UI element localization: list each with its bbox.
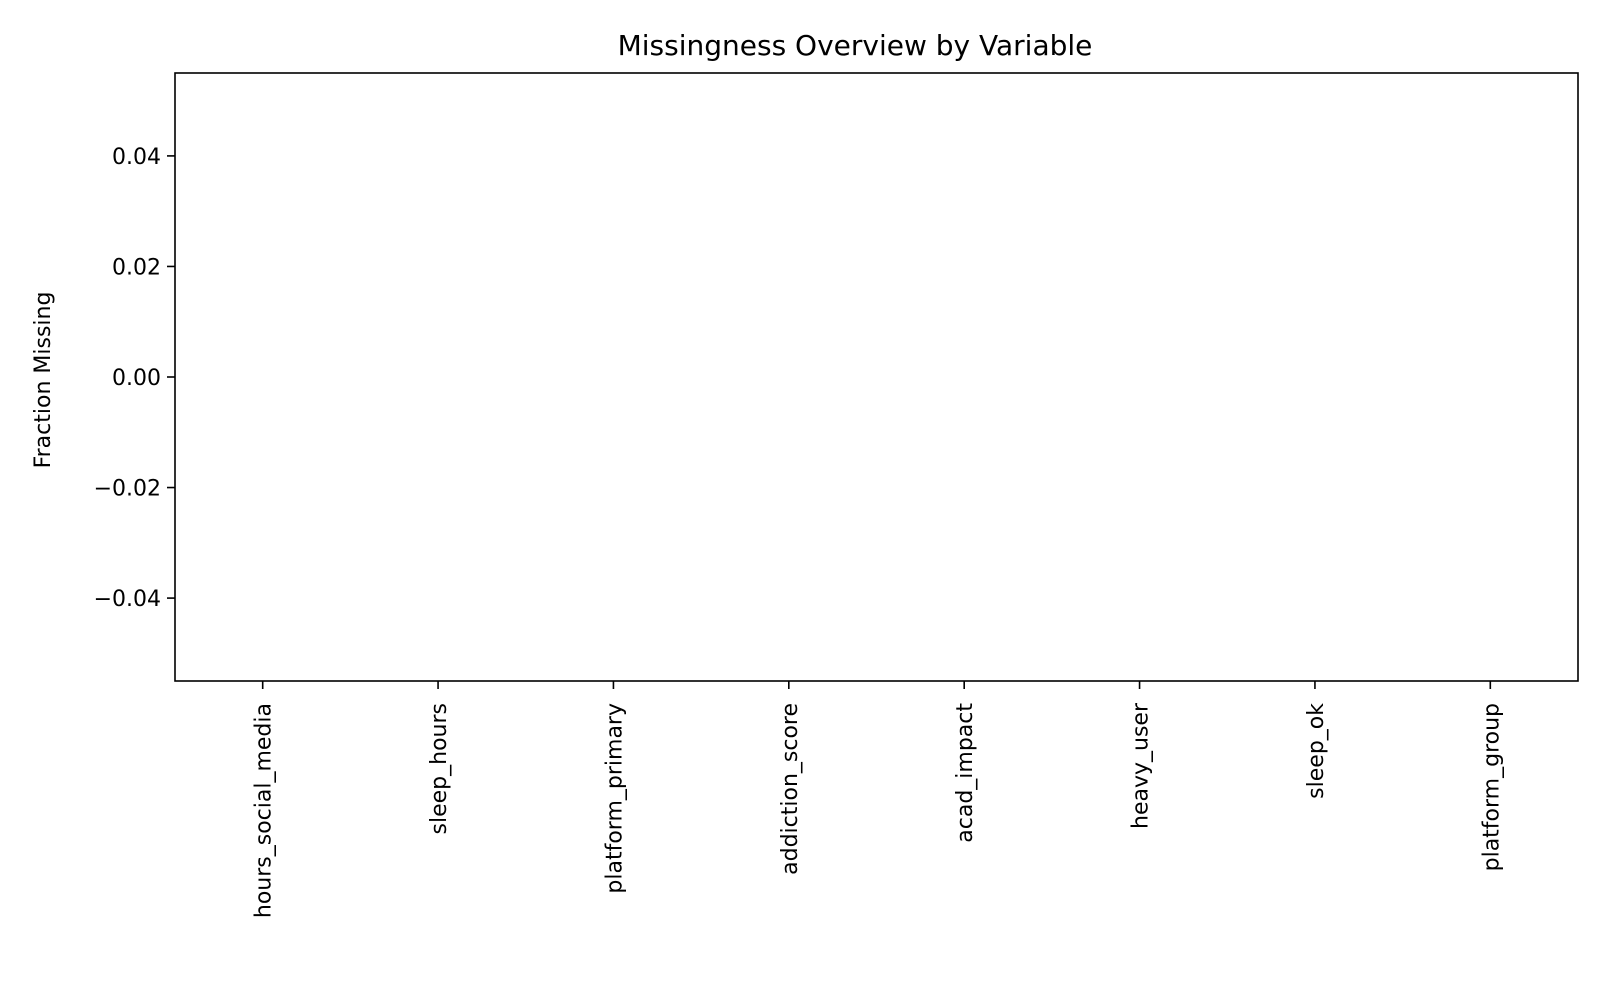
x-tick-label: sleep_ok: [1304, 703, 1329, 799]
y-tick-label: 0.00: [112, 366, 161, 391]
y-tick-label: 0.04: [112, 145, 161, 170]
x-tick-label: platform_group: [1479, 703, 1504, 871]
y-tick-label: −0.02: [94, 477, 161, 502]
x-tick-label: heavy_user: [1129, 702, 1154, 829]
x-axis: hours_social_media sleep_hours platform_pr…: [252, 681, 1504, 918]
y-tick-label: −0.04: [94, 587, 161, 612]
x-tick-label: platform_primary: [602, 703, 627, 894]
y-axis: −0.04 −0.02 0.00 0.02 0.04: [94, 145, 175, 612]
x-tick-label: acad_impact: [953, 703, 978, 843]
y-axis-title: Fraction Missing: [31, 292, 56, 469]
plot-area-frame: [174, 72, 1579, 682]
y-tick-label: 0.02: [112, 255, 161, 280]
x-tick-label: sleep_hours: [427, 703, 452, 834]
x-tick-label: addiction_score: [778, 703, 803, 875]
chart-title: Missingness Overview by Variable: [618, 29, 1093, 62]
x-tick-label: hours_social_media: [252, 703, 277, 918]
